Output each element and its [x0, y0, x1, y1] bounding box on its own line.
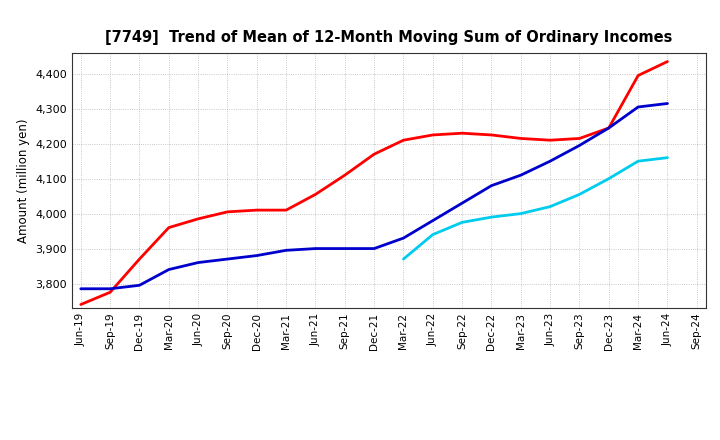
7 Years: [399, 257, 408, 262]
7 Years: [428, 232, 437, 237]
Y-axis label: Amount (million yen): Amount (million yen): [17, 118, 30, 242]
3 Years: [282, 208, 290, 213]
3 Years: [76, 302, 85, 307]
3 Years: [194, 216, 202, 221]
Title: [7749]  Trend of Mean of 12-Month Moving Sum of Ordinary Incomes: [7749] Trend of Mean of 12-Month Moving …: [105, 29, 672, 45]
5 Years: [282, 248, 290, 253]
5 Years: [311, 246, 320, 251]
3 Years: [223, 209, 232, 215]
3 Years: [370, 151, 379, 157]
5 Years: [370, 246, 379, 251]
3 Years: [516, 136, 525, 141]
5 Years: [546, 158, 554, 164]
5 Years: [663, 101, 672, 106]
3 Years: [575, 136, 584, 141]
5 Years: [341, 246, 349, 251]
5 Years: [634, 104, 642, 110]
5 Years: [428, 218, 437, 223]
7 Years: [458, 220, 467, 225]
7 Years: [546, 204, 554, 209]
7 Years: [487, 214, 496, 220]
3 Years: [253, 208, 261, 213]
5 Years: [575, 143, 584, 148]
3 Years: [487, 132, 496, 138]
Line: 5 Years: 5 Years: [81, 103, 667, 289]
5 Years: [399, 235, 408, 241]
5 Years: [223, 257, 232, 262]
3 Years: [634, 73, 642, 78]
3 Years: [106, 290, 114, 295]
3 Years: [135, 257, 144, 262]
5 Years: [253, 253, 261, 258]
3 Years: [663, 59, 672, 64]
3 Years: [546, 138, 554, 143]
7 Years: [605, 176, 613, 181]
3 Years: [311, 192, 320, 197]
5 Years: [106, 286, 114, 291]
Line: 7 Years: 7 Years: [403, 158, 667, 259]
5 Years: [458, 201, 467, 206]
5 Years: [135, 282, 144, 288]
7 Years: [634, 158, 642, 164]
3 Years: [428, 132, 437, 138]
3 Years: [605, 125, 613, 131]
7 Years: [663, 155, 672, 160]
Line: 3 Years: 3 Years: [81, 62, 667, 304]
3 Years: [399, 138, 408, 143]
3 Years: [458, 131, 467, 136]
5 Years: [164, 267, 173, 272]
5 Years: [194, 260, 202, 265]
5 Years: [487, 183, 496, 188]
7 Years: [575, 192, 584, 197]
5 Years: [76, 286, 85, 291]
5 Years: [605, 125, 613, 131]
7 Years: [516, 211, 525, 216]
3 Years: [341, 172, 349, 178]
5 Years: [516, 172, 525, 178]
3 Years: [164, 225, 173, 230]
